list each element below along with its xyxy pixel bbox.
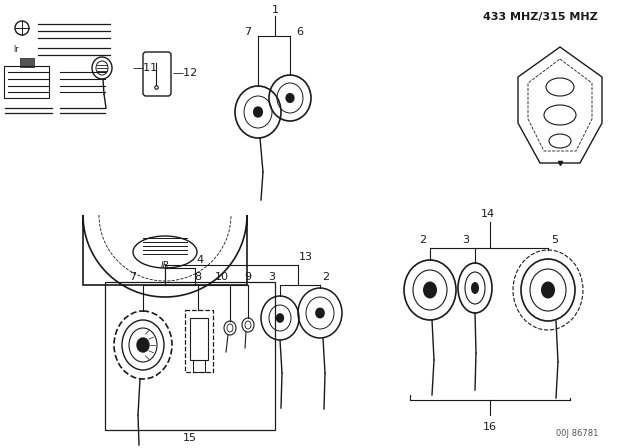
Text: 10: 10: [215, 272, 229, 282]
Ellipse shape: [423, 281, 437, 298]
Text: 433 MHZ/315 MHZ: 433 MHZ/315 MHZ: [483, 12, 597, 22]
Bar: [105, 282, 275, 430]
Text: 3: 3: [463, 235, 470, 245]
Ellipse shape: [315, 307, 325, 319]
Text: 5: 5: [552, 235, 559, 245]
Text: IR: IR: [161, 260, 170, 270]
Text: 3: 3: [269, 272, 275, 282]
Text: 2: 2: [419, 235, 427, 245]
Text: Ir: Ir: [13, 46, 19, 55]
Text: 16: 16: [483, 422, 497, 432]
Ellipse shape: [285, 93, 294, 103]
Ellipse shape: [541, 281, 555, 298]
Text: 13: 13: [299, 252, 313, 262]
Text: 14: 14: [481, 209, 495, 219]
Text: 15: 15: [183, 433, 197, 443]
Text: 7: 7: [129, 272, 136, 282]
Ellipse shape: [253, 106, 263, 118]
Ellipse shape: [137, 338, 149, 352]
Text: 9: 9: [244, 272, 252, 282]
Ellipse shape: [471, 282, 479, 294]
Text: —11: —11: [132, 63, 157, 73]
Bar: [4, 66, 49, 98]
Text: 7: 7: [244, 27, 252, 37]
Text: —12: —12: [172, 68, 197, 78]
Ellipse shape: [276, 313, 284, 323]
Text: 00J 86781: 00J 86781: [556, 429, 598, 438]
Bar: [185, 310, 213, 372]
Text: 2: 2: [323, 272, 330, 282]
Text: 8: 8: [195, 272, 202, 282]
Bar: [20, 58, 34, 67]
Text: 4: 4: [196, 255, 204, 265]
Bar: [190, 318, 208, 360]
Bar: [193, 360, 205, 372]
Text: 6: 6: [296, 27, 303, 37]
Text: 1: 1: [271, 5, 278, 15]
